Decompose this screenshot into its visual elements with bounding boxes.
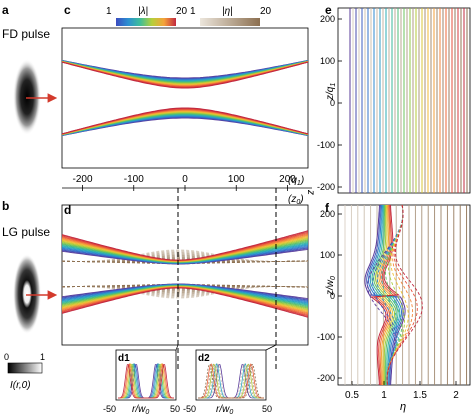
f-y-tick-label: -100 [317, 332, 335, 342]
inset-tick: 50 [262, 404, 272, 414]
intensity-max: 1 [40, 352, 45, 362]
lambda-colorbar [116, 18, 176, 26]
panel-label-d: d [64, 203, 71, 217]
f-y-tick-label: 100 [320, 250, 335, 260]
lambda-curve [373, 205, 397, 385]
inset-tick: 50 [170, 404, 180, 414]
eta-max: 20 [260, 6, 272, 17]
z-unit-bottom: (z0) [288, 194, 304, 206]
eta-envelope-curve [62, 260, 308, 265]
lg-pulse-label: LG pulse [2, 225, 50, 239]
panel-label-f: f [325, 201, 330, 215]
z-var: z [305, 189, 316, 195]
f-y-tick-label: 0 [330, 291, 335, 301]
panel-c-curves [62, 59, 308, 137]
panel-label-b: b [2, 199, 9, 213]
z-axis: -200 -100 0 100 200 (q1) (z0) z [62, 174, 316, 206]
lambda-min: 1 [106, 6, 112, 17]
panel-f-y-label: z/w0 [325, 276, 337, 296]
e-y-tick-label: -200 [317, 182, 335, 192]
lambda-curve [370, 205, 400, 385]
panel-label-e: e [325, 3, 332, 17]
inset-d2-label: d2 [198, 353, 210, 364]
lambda-envelope-curve [62, 61, 308, 89]
inset-profile-curve [198, 363, 264, 399]
z-tick-label: -200 [72, 174, 92, 185]
panel-f-ticks: 200 100 0 -100 -200 0.5 1 1.5 2 [317, 209, 459, 401]
inset-tick: -50 [103, 404, 116, 414]
panel-e-y-ticks: 200 100 0 -100 -200 [317, 14, 342, 192]
lambda-envelope-curve [62, 230, 308, 261]
inset-d2-curves [198, 363, 264, 399]
panel-label-c: c [64, 3, 71, 17]
panel-c-frame [61, 27, 309, 169]
e-y-tick-label: 0 [330, 98, 335, 108]
f-x-tick-label: 2 [453, 390, 459, 401]
lambda-envelope-curve [62, 287, 308, 318]
eta-label: |η| [222, 6, 233, 17]
lambda-label: |λ| [138, 6, 148, 17]
fd-pulse-label: FD pulse [2, 27, 50, 41]
z-tick-label: -100 [124, 174, 144, 185]
eta-envelope-curve [62, 283, 308, 288]
fd-beam-profile [13, 59, 41, 135]
panel-f-x-label: η [400, 401, 406, 413]
lambda-envelope-curve [62, 107, 308, 135]
panel-d-curves [62, 230, 308, 318]
inset-x-label: r/w0 [216, 404, 233, 416]
inset-tick: -50 [183, 404, 196, 414]
inset-profile-curve [118, 364, 174, 399]
lambda-curve [375, 205, 395, 385]
z-tick-label: 200 [279, 174, 296, 185]
panel-e-y-label: z/q1 [325, 83, 337, 101]
f-x-tick-label: 0.5 [345, 390, 359, 401]
lambda-max: 20 [176, 6, 188, 17]
intensity-min: 0 [4, 352, 9, 362]
e-y-tick-label: 100 [320, 56, 335, 66]
eta-colorbar [200, 18, 260, 26]
f-x-tick-label: 1.5 [413, 390, 427, 401]
f-y-tick-label: 200 [320, 209, 335, 219]
lambda-curve [386, 205, 423, 385]
z-tick-label: 100 [228, 174, 245, 185]
inset-profile-curve [198, 363, 264, 399]
intensity-label: I(r,0) [10, 380, 31, 391]
inset-profile-curve [198, 363, 264, 399]
e-y-tick-label: 200 [320, 14, 335, 24]
panel-f-frame [337, 204, 471, 386]
lg-beam-profile [13, 254, 41, 334]
panel-d-frame [61, 204, 309, 346]
inset-x-label: r/w0 [132, 404, 149, 416]
inset-connector [175, 344, 179, 351]
f-x-tick-label: 1 [381, 390, 387, 401]
inset-d1-curves [118, 362, 174, 399]
f-y-tick-label: -200 [317, 373, 335, 383]
intensity-colorbar [7, 362, 43, 374]
e-y-tick-label: -100 [317, 140, 335, 150]
inset-d1-label: d1 [118, 353, 130, 364]
lambda-curve [371, 205, 399, 385]
panel-f-curves [344, 205, 468, 385]
panel-label-a: a [2, 3, 9, 17]
eta-min: 1 [190, 6, 196, 17]
z-unit-top: (q1) [288, 175, 304, 187]
lambda-curve [369, 205, 401, 385]
z-tick-label: 0 [182, 174, 188, 185]
panel-e-curves [349, 8, 468, 193]
inset-d2-frame [195, 349, 267, 401]
inset-connector [265, 344, 277, 351]
